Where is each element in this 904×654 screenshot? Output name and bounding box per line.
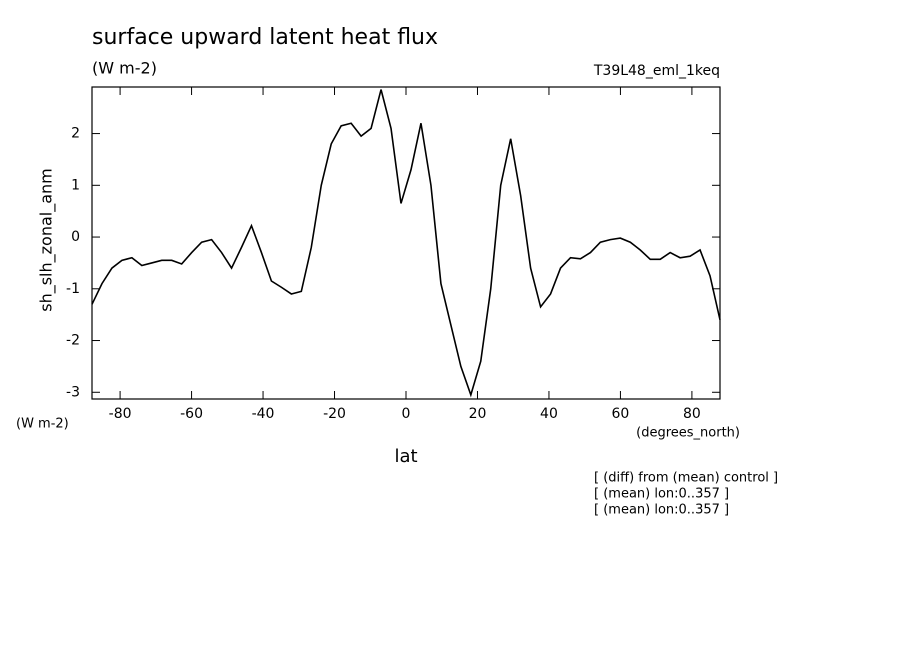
chart-subtitle: (W m-2) — [92, 59, 157, 78]
x-units: (degrees_north) — [636, 426, 740, 441]
x-tick-label: 0 — [402, 406, 411, 422]
x-axis-label: lat — [394, 446, 417, 467]
x-tick-label: -80 — [109, 406, 132, 422]
x-tick-label: -40 — [252, 406, 275, 422]
y-tick-label: 1 — [71, 177, 80, 193]
y-tick-label: 0 — [71, 229, 80, 245]
y-tick-label: 2 — [71, 126, 80, 142]
y-tick-label: -2 — [66, 333, 80, 349]
chart-title: surface upward latent heat flux — [92, 25, 438, 50]
x-tick-label: 80 — [683, 406, 701, 422]
x-tick-label: -60 — [180, 406, 203, 422]
x-tick-label: 60 — [612, 406, 630, 422]
dataset-label: T39L48_eml_1keq — [593, 63, 720, 79]
note: [ (diff) from (mean) control ] — [594, 471, 778, 486]
y-tick-label: -1 — [66, 281, 80, 297]
y-tick-label: -3 — [66, 384, 80, 400]
x-tick-label: 40 — [540, 406, 558, 422]
x-tick-label: 20 — [469, 406, 487, 422]
note: [ (mean) lon:0..357 ] — [594, 503, 729, 518]
y-axis-label: sh_slh_zonal_anm — [37, 168, 57, 312]
data-line — [91, 89, 721, 398]
y-units: (W m-2) — [16, 417, 69, 432]
x-tick-label: -20 — [323, 406, 346, 422]
note: [ (mean) lon:0..357 ] — [594, 487, 729, 502]
